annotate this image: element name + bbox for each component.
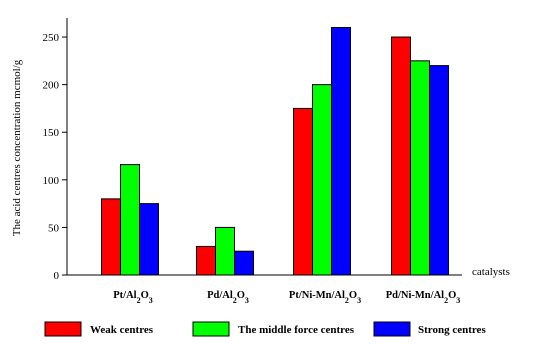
bar-weak	[101, 198, 121, 276]
bar-strong	[429, 65, 449, 276]
y-tick-label: 100	[43, 175, 60, 187]
x-category-labels: Pt/Al2O3 Pd/Al2O3 Pt/Ni-Mn/Al2O3 Pd/Ni-Mn/A…	[113, 290, 460, 305]
x-axis-title: catalysts	[472, 266, 510, 278]
y-tick-label: 250	[43, 32, 60, 44]
legend-swatch	[44, 321, 82, 337]
bar-weak	[196, 245, 216, 276]
bar-middle	[120, 164, 140, 276]
y-tick-label: 200	[43, 80, 60, 92]
x-category-label: Pd/Al2O3	[207, 290, 249, 305]
legend-label: Strong centres	[418, 324, 486, 336]
legend-label: The middle force centres	[238, 324, 355, 336]
y-tick-label: 50	[48, 222, 60, 234]
x-category-label: Pt/Ni-Mn/Al2O3	[289, 290, 361, 305]
bar-middle	[410, 60, 430, 276]
y-ticks: 0 50 100 150 200 250	[43, 32, 67, 282]
bar-middle	[215, 226, 235, 276]
bars	[101, 27, 449, 276]
bar-strong	[139, 203, 159, 276]
legend-label: Weak centres	[90, 324, 154, 336]
x-category-label: Pt/Al2O3	[113, 290, 153, 305]
y-axis-title: The acid centres concentration mcmol/g	[11, 59, 23, 236]
legend-swatch	[373, 321, 411, 337]
bar-weak	[391, 36, 411, 276]
bar-weak	[293, 107, 313, 276]
bar-strong	[331, 27, 351, 276]
legend: Weak centres The middle force centres Stro…	[44, 321, 486, 337]
bar-strong	[234, 250, 254, 276]
y-tick-label: 150	[43, 127, 60, 139]
legend-swatch	[192, 321, 230, 337]
x-category-label: Pd/Ni-Mn/Al2O3	[386, 290, 461, 305]
bar-middle	[312, 84, 332, 276]
y-tick-label: 0	[54, 270, 60, 282]
